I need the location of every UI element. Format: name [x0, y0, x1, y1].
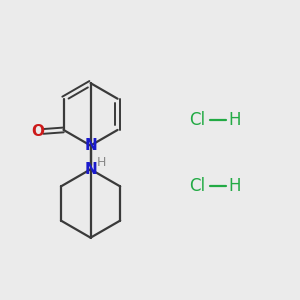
Text: N: N: [84, 138, 97, 153]
Text: H: H: [97, 156, 106, 169]
Text: H: H: [229, 177, 241, 195]
Text: H: H: [229, 111, 241, 129]
Text: N: N: [84, 162, 97, 177]
Text: Cl: Cl: [189, 111, 205, 129]
Text: O: O: [32, 124, 44, 139]
Text: Cl: Cl: [189, 177, 205, 195]
